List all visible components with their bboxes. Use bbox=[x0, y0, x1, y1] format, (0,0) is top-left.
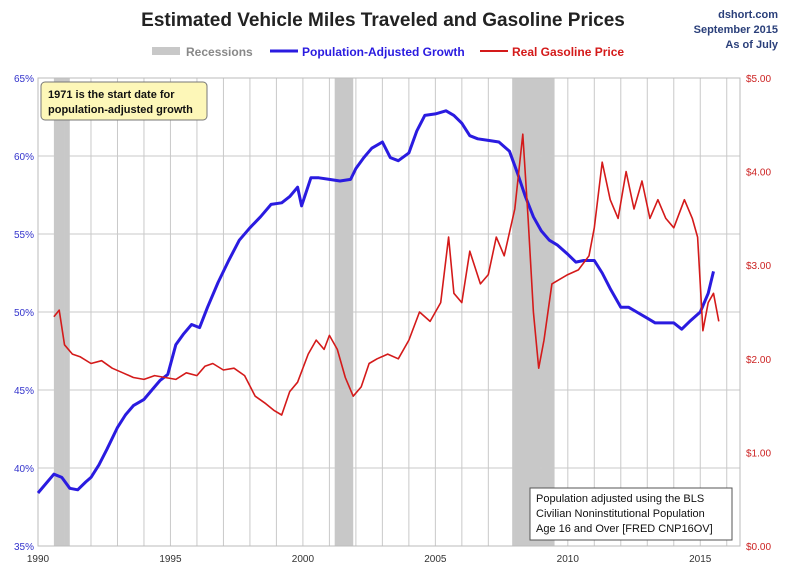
y-left-tick-label: 55% bbox=[14, 230, 34, 241]
x-tick-label: 2015 bbox=[689, 554, 712, 565]
pop-note-line-2: Civilian Noninstitutional Population bbox=[536, 508, 705, 520]
legend-swatch-recessions bbox=[152, 47, 180, 55]
y-right-tick-label: $0.00 bbox=[746, 542, 771, 553]
series-line-population-adjusted bbox=[36, 109, 715, 494]
x-tick-label: 2010 bbox=[557, 554, 580, 565]
source-line-2: September 2015 bbox=[694, 24, 778, 36]
start-note-line-2: population-adjusted growth bbox=[48, 104, 193, 116]
source-line-1: dshort.com bbox=[718, 9, 778, 21]
x-tick-label: 2005 bbox=[424, 554, 447, 565]
legend-label-population: Population-Adjusted Growth bbox=[302, 45, 465, 59]
plot-frame bbox=[37, 77, 741, 547]
y-right-tick-label: $5.00 bbox=[746, 74, 771, 85]
axis-ticks: 35% 40% 45% 50% 55% 60% 65% $0.00 $1.00 $2.00 $3.0… bbox=[14, 74, 771, 565]
x-tick-label: 1990 bbox=[27, 554, 50, 565]
y-right-tick-label: $2.00 bbox=[746, 355, 771, 366]
y-left-tick-label: 60% bbox=[14, 152, 34, 163]
pop-note-line-3: Age 16 and Over [FRED CNP16OV] bbox=[536, 523, 713, 535]
x-tick-label: 1995 bbox=[159, 554, 182, 565]
y-right-tick-label: $4.00 bbox=[746, 168, 771, 179]
pop-note-box bbox=[529, 487, 733, 541]
y-left-tick-label: 65% bbox=[14, 74, 34, 85]
y-right-tick-label: $1.00 bbox=[746, 448, 771, 459]
legend-label-gas: Real Gasoline Price bbox=[512, 45, 624, 59]
legend-label-recessions: Recessions bbox=[186, 45, 253, 59]
y-right-tick-label: $3.00 bbox=[746, 261, 771, 272]
y-left-tick-label: 40% bbox=[14, 464, 34, 475]
population-note: Population adjusted using the BLS Civili… bbox=[529, 487, 733, 541]
source-line-3: As of July bbox=[725, 39, 778, 51]
series-line-gasoline-price bbox=[53, 133, 720, 416]
chart-title: Estimated Vehicle Miles Traveled and Gas… bbox=[141, 10, 625, 31]
series-layer bbox=[36, 109, 720, 494]
y-left-tick-label: 35% bbox=[14, 542, 34, 553]
start-date-note: 1971 is the start date for population-ad… bbox=[40, 81, 208, 121]
start-note-line-1: 1971 is the start date for bbox=[48, 89, 175, 101]
pop-note-line-1: Population adjusted using the BLS bbox=[536, 493, 704, 505]
y-left-tick-label: 45% bbox=[14, 386, 34, 397]
start-note-box bbox=[40, 81, 208, 121]
x-tick-label: 2000 bbox=[292, 554, 315, 565]
legend: Recessions Population-Adjusted Growth Re… bbox=[152, 45, 624, 59]
y-left-tick-label: 50% bbox=[14, 308, 34, 319]
